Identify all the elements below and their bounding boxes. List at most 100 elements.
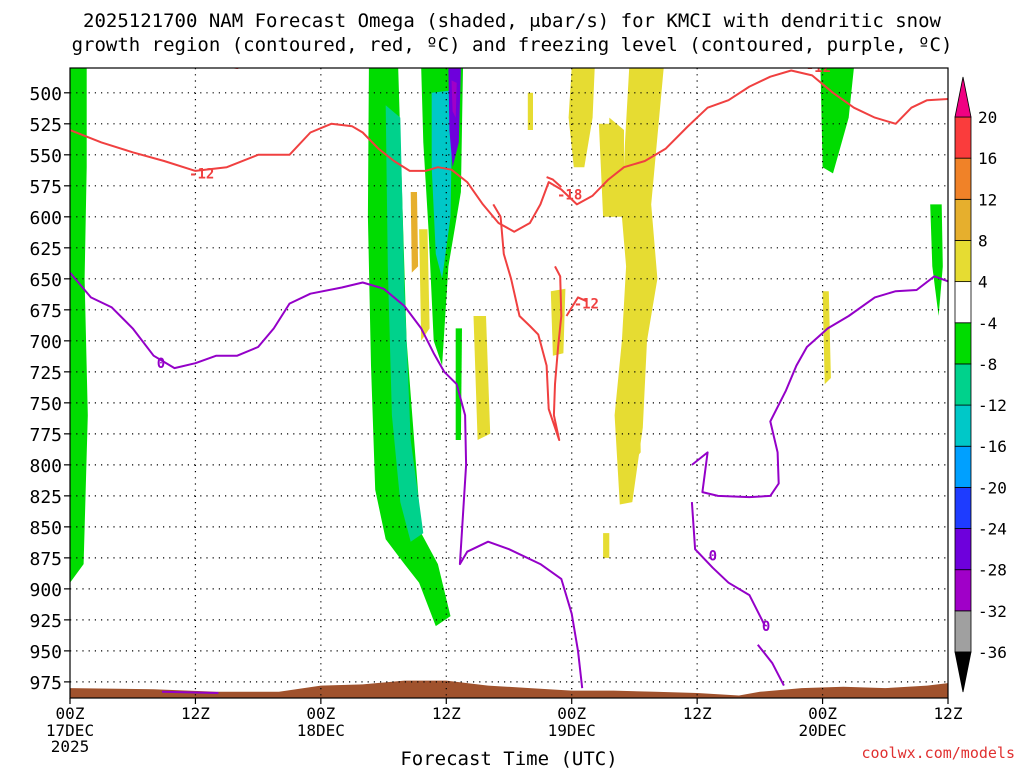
dendritic-contour-label-1: -12 (806, 60, 831, 76)
y-tick-label: 850 (29, 518, 62, 539)
dendritic-contour-label-0: -12 (189, 166, 214, 182)
colorbar-label: -24 (978, 520, 1007, 539)
dendritic-contour-3 (492, 203, 563, 441)
omega-region-17 (527, 92, 533, 130)
y-tick-label: 500 (29, 84, 62, 105)
colorbar-label: -20 (978, 478, 1007, 497)
freezing-contour-1 (757, 644, 785, 687)
colorbar-bin (954, 445, 972, 488)
colorbar-bin (954, 363, 972, 406)
colorbar-bin (954, 404, 972, 447)
colorbar-bin (954, 610, 972, 653)
dendritic-contour-4 (565, 296, 587, 317)
y-tick-label: 900 (29, 580, 62, 601)
freezing-contour-label-2: 0 (709, 548, 717, 564)
omega-region-2 (385, 105, 424, 542)
y-tick-label: 750 (29, 394, 62, 415)
colorbar-label: -16 (978, 437, 1007, 456)
colorbar-label: -8 (978, 355, 997, 374)
dendritic-contour-2 (546, 176, 562, 188)
omega-region-7 (451, 80, 457, 118)
colorbar-bin (954, 157, 972, 200)
freezing-contour-3 (690, 502, 766, 627)
y-tick-label: 575 (29, 177, 62, 198)
omega-region-16 (419, 229, 430, 341)
x-day-label: 17DEC (46, 721, 94, 740)
colorbar-bin (954, 528, 972, 571)
colorbar-label: 4 (978, 273, 988, 292)
colorbar-label: -12 (978, 396, 1007, 415)
colorbar-label: 16 (978, 149, 997, 168)
dendritic-contour-0 (70, 69, 948, 233)
freezing-contour-2 (691, 275, 948, 499)
colorbar-label: 20 (978, 108, 997, 127)
colorbar-label: -28 (978, 561, 1007, 580)
freezing-contour-4 (161, 690, 219, 694)
y-tick-label: 525 (29, 115, 62, 136)
omega-region-8 (410, 192, 419, 273)
colorbar-label: 8 (978, 231, 988, 250)
y-tick-label: 825 (29, 487, 62, 508)
y-tick-label: 700 (29, 332, 62, 353)
y-tick-label: 600 (29, 208, 62, 229)
x-day-label: 20DEC (798, 721, 846, 740)
terrain-ground (70, 680, 948, 698)
plot-area (70, 68, 948, 698)
colorbar-bin (954, 116, 972, 159)
contour-layer: -12 -12 -18 -12 0 0 0 (70, 60, 948, 694)
chart-title-line1: 2025121700 NAM Forecast Omega (shaded, μ… (83, 10, 941, 32)
y-tick-label: 875 (29, 549, 62, 570)
chart-title-line2: growth region (contoured, red, ºC) and f… (72, 34, 953, 56)
colorbar-bin (954, 240, 972, 283)
dendritic-contour-1 (230, 68, 241, 69)
colorbar-bin (954, 281, 972, 324)
freezing-contour-label-0: 0 (157, 356, 165, 372)
omega-region-5 (455, 328, 462, 440)
colorbar-bin (954, 198, 972, 241)
x-day-label: 18DEC (297, 721, 345, 740)
colorbar-label: -4 (978, 314, 997, 333)
colorbar-bin (954, 569, 972, 612)
colorbar-bin (954, 486, 972, 529)
colorbar-label: 12 (978, 190, 997, 209)
axes: 500 525 550 575 600 625 650 675 700 725 750 775 800 8… (29, 84, 962, 756)
grid-lines (70, 68, 948, 698)
y-tick-label: 550 (29, 146, 62, 167)
y-tick-label: 625 (29, 239, 62, 260)
x-tick-label: 12Z (181, 704, 210, 723)
colorbar-label: -36 (978, 643, 1007, 662)
colorbar: -36 -32 -28 -24 -20 -16 -12 -8 -4 4 8 12 16 20 (954, 76, 1007, 693)
x-year-label: 2025 (51, 737, 90, 756)
x-tick-label: 00Z (306, 704, 335, 723)
y-tick-label: 675 (29, 301, 62, 322)
x-tick-label: 12Z (934, 704, 963, 723)
plot-frame (69, 67, 949, 699)
omega-region-14 (609, 117, 624, 217)
dendritic-contour-label-3: -12 (574, 297, 599, 313)
y-tick-label: 975 (29, 673, 62, 694)
freezing-contour-0 (70, 271, 584, 689)
y-tick-label: 800 (29, 456, 62, 477)
omega-region-21 (930, 204, 943, 316)
x-tick-label: 00Z (808, 704, 837, 723)
colorbar-high-arrow (954, 76, 972, 118)
y-tick-label: 725 (29, 363, 62, 384)
x-day-label: 19DEC (548, 721, 596, 740)
x-axis-label: Forecast Time (UTC) (400, 748, 617, 768)
x-tick-label: 12Z (432, 704, 461, 723)
omega-region-0 (70, 68, 88, 583)
omega-region-12 (568, 68, 595, 168)
credit-text: coolwx.com/models (861, 744, 1015, 762)
omega-region-4 (431, 90, 453, 279)
colorbar-bin (954, 322, 972, 365)
y-tick-label: 775 (29, 425, 62, 446)
colorbar-low-arrow (954, 651, 972, 693)
y-tick-label: 650 (29, 270, 62, 291)
omega-region-19 (822, 291, 831, 385)
omega-region-15 (473, 316, 491, 440)
x-tick-label: 00Z (557, 704, 586, 723)
omega-region-18 (603, 533, 610, 558)
y-tick-label: 950 (29, 642, 62, 663)
omega-region-6 (448, 68, 461, 168)
